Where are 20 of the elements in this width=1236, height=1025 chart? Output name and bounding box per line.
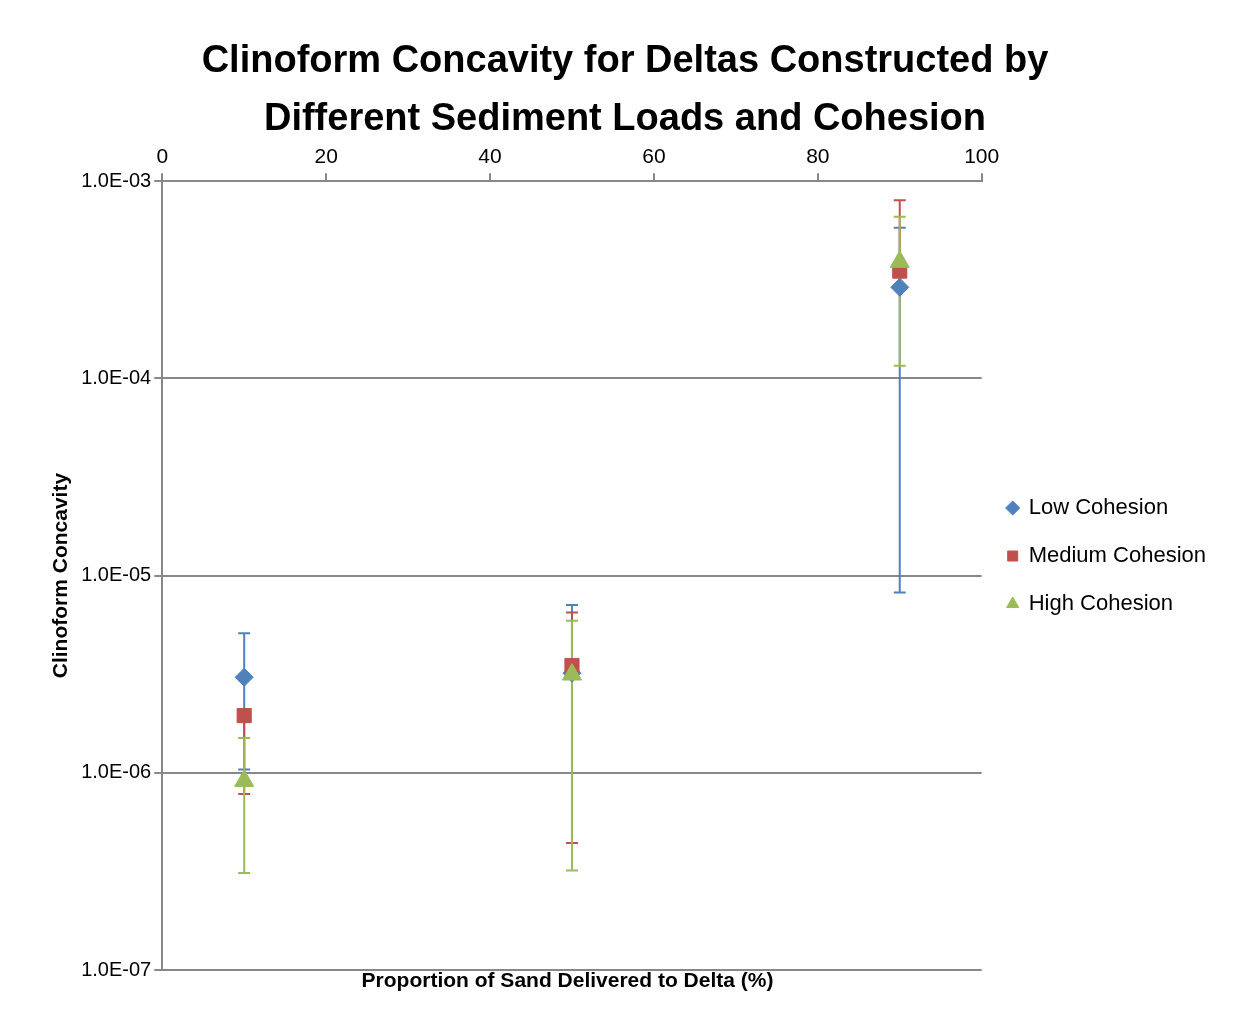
y-axis-title: Clinoform Concavity <box>48 472 72 679</box>
y-tick-label: 1.0E-07 <box>81 957 152 980</box>
legend-label: Medium Cohesion <box>1028 542 1206 568</box>
x-tick-label: 20 <box>314 144 338 168</box>
x-tick-label: 40 <box>478 144 502 168</box>
y-tick-label: 1.0E-04 <box>81 365 152 388</box>
x-tick-label: 100 <box>964 144 1000 168</box>
point <box>236 708 252 724</box>
point <box>890 277 910 297</box>
x-axis-title: Proportion of Sand Delivered to Delta (%) <box>360 968 775 992</box>
x-tick-label: 0 <box>156 144 169 168</box>
y-tick-label: 1.0E-03 <box>81 168 152 191</box>
y-tick-label: 1.0E-05 <box>81 563 152 586</box>
legend-label: Low Cohesion <box>1028 494 1169 520</box>
x-tick-label: 80 <box>806 144 830 168</box>
point <box>234 667 254 687</box>
chart-title: Clinoform Concavity for Deltas Constructed by Different Sediment Loads and Cohesion <box>200 37 1050 140</box>
x-tick-label: 60 <box>642 144 666 168</box>
y-tick-label: 1.0E-06 <box>81 760 152 783</box>
legend-label: High Cohesion <box>1028 590 1173 616</box>
